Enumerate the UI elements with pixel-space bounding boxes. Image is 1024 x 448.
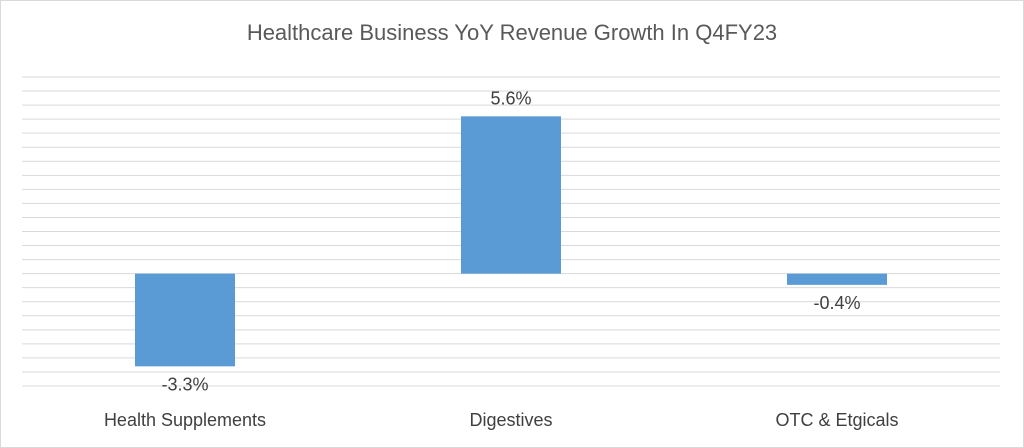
chart-title: Healthcare Business YoY Revenue Growth I… [246,20,778,45]
category-label: OTC & Etgicals [775,410,898,430]
data-label: 5.6% [490,88,531,108]
bar [787,273,887,285]
data-label: -0.4% [813,293,860,313]
category-label: Health Supplements [104,410,266,430]
bar [461,116,561,274]
data-label: -3.3% [161,374,208,394]
category-label: Digestives [469,410,552,430]
bar [135,273,235,367]
